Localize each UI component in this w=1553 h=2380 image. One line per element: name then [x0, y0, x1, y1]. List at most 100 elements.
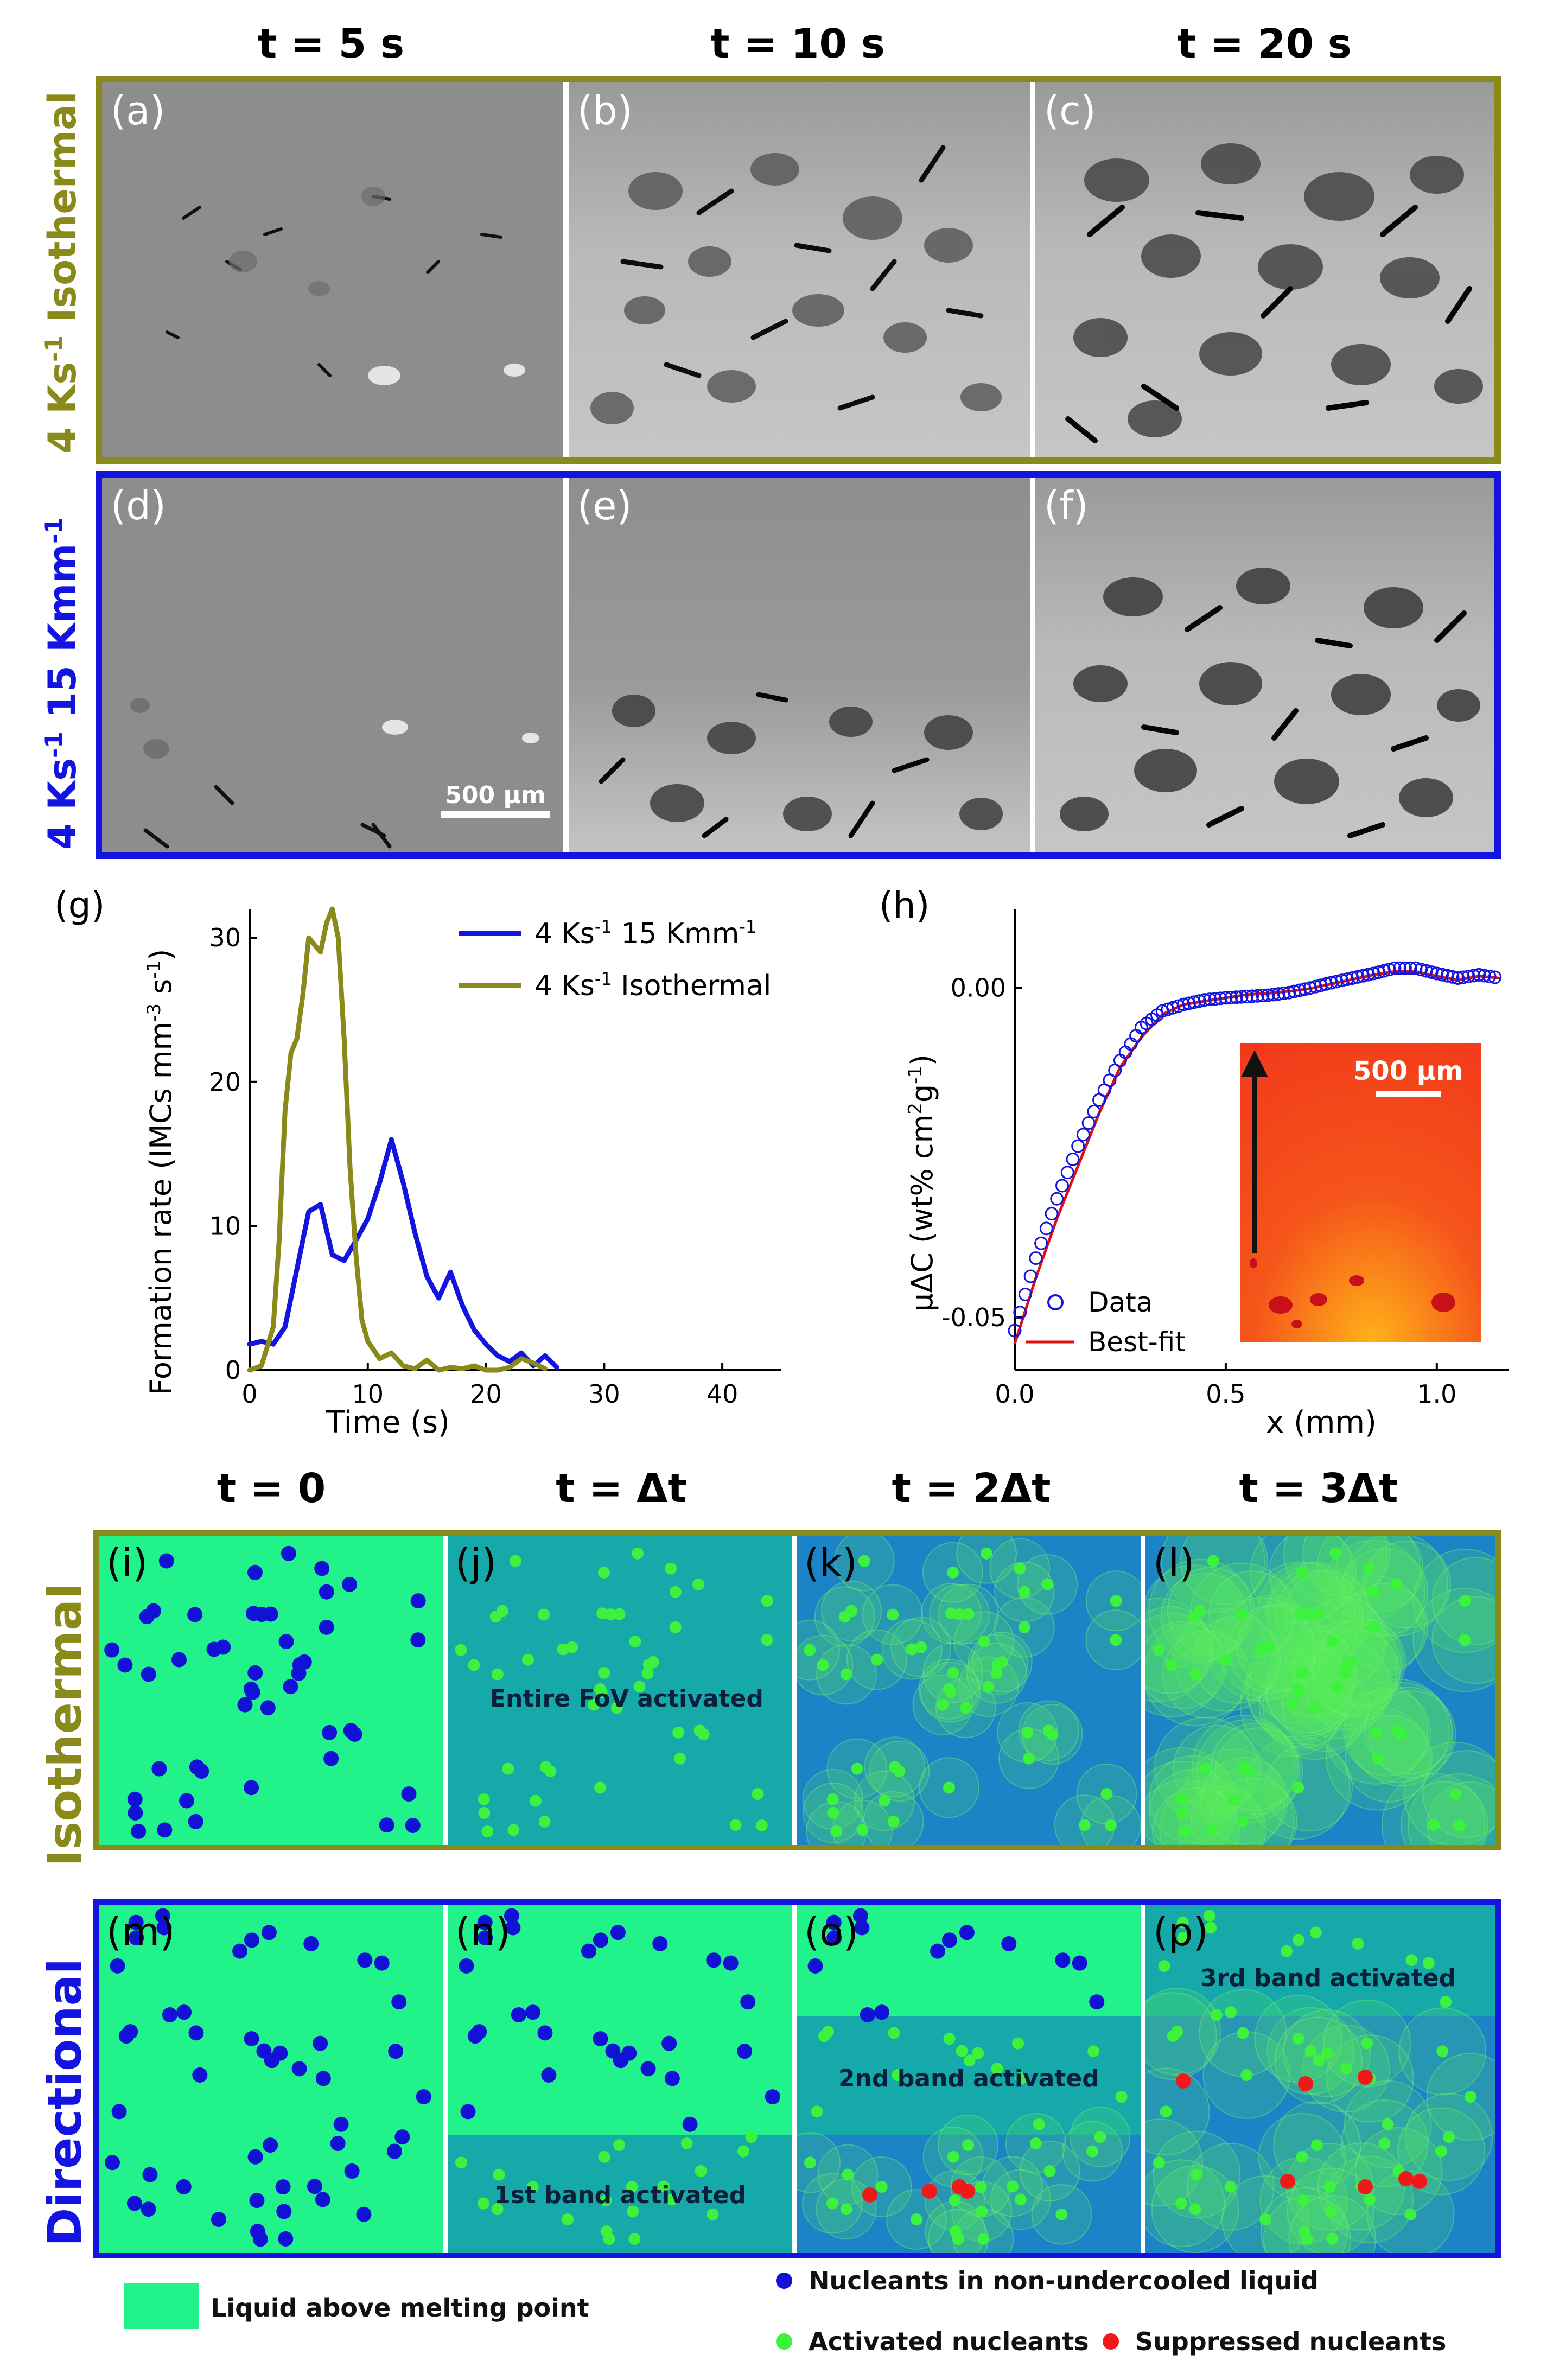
column-title-t20: t = 20 s: [1177, 21, 1352, 67]
annotation-band1: 1st band activated: [494, 2181, 747, 2209]
activated-nucleant: [976, 2205, 988, 2218]
chart-g-ylabel: Formation rate (IMCs mm-3 s-1): [143, 949, 178, 1396]
activated-nucleant: [1055, 2208, 1068, 2220]
particles-c: [1065, 143, 1483, 443]
chart-h-data-point: [1219, 991, 1233, 1005]
chart-h-data-point: [1224, 990, 1238, 1004]
activated-nucleant: [943, 2033, 956, 2045]
chart-h-legend-label-fit: Best-fit: [1088, 1326, 1186, 1358]
nucleant: [141, 1666, 156, 1682]
activated-nucleant: [594, 1781, 607, 1794]
nucleant: [156, 1920, 172, 1936]
activated-nucleant: [962, 2139, 975, 2152]
activated-nucleant: [538, 1815, 551, 1828]
nucleant: [593, 1932, 608, 1948]
nucleant: [313, 2035, 328, 2051]
activated-nucleant: [1427, 1819, 1440, 1831]
activated-nucleant: [478, 1806, 491, 1819]
activated-nucleant: [695, 2165, 707, 2178]
growth-halo: [1368, 1690, 1456, 1778]
nucleant: [706, 1952, 722, 1968]
nucleant: [145, 1603, 161, 1619]
activated-nucleant: [977, 2232, 990, 2245]
growth-halo: [1152, 1787, 1240, 1845]
nucleant: [537, 2025, 553, 2041]
chart-h-data-point: [1482, 969, 1497, 983]
activated-nucleant: [588, 1698, 600, 1711]
chart-g-xtick-label: 20: [470, 1379, 502, 1409]
activated-nucleant: [1345, 1656, 1357, 1668]
nucleant: [291, 1665, 307, 1681]
activated-nucleant: [493, 2168, 505, 2181]
activated-nucleant: [851, 1762, 863, 1775]
activated-nucleant: [963, 2054, 976, 2067]
chart-h-data-point: [1245, 989, 1259, 1003]
nucleant: [128, 1805, 143, 1821]
chart-h-data-point: [1229, 990, 1243, 1004]
legend-activated-dot: [776, 2333, 792, 2350]
activated-nucleant: [1325, 2205, 1337, 2218]
chart-h-ylabel: µΔC (wt% cm2g-1): [905, 1054, 939, 1312]
activated-nucleant: [613, 1608, 626, 1620]
nucleant: [1072, 1955, 1087, 1971]
chart-h-data-point: [1234, 990, 1249, 1004]
scale-bar-label-top: 500 µm: [445, 781, 546, 809]
activated-nucleant: [888, 1761, 901, 1773]
activated-nucleant: [529, 1794, 542, 1807]
growth-halo: [1178, 1786, 1266, 1845]
nucleant: [131, 1823, 147, 1839]
chart-h-data-point: [1013, 1306, 1027, 1320]
activated-nucleant: [1158, 1959, 1170, 1972]
activated-nucleant: [1340, 2063, 1352, 2075]
growth-halo: [1343, 1688, 1431, 1777]
nucleant: [410, 1632, 426, 1648]
activated-nucleant: [1304, 2045, 1317, 2057]
chart-h-data-point: [1087, 1104, 1101, 1118]
chart-g-xlabel: Time (s): [326, 1405, 450, 1440]
legend-suppressed-dot: [1103, 2333, 1119, 2350]
growth-halo: [1304, 1643, 1392, 1731]
suppressed-nucleant: [1358, 2070, 1373, 2085]
nucleant: [342, 1576, 358, 1592]
nucleant: [283, 1679, 298, 1695]
growth-halo: [1412, 1588, 1495, 1692]
nucleant: [142, 2167, 158, 2182]
chart-h-data-point: [1387, 961, 1402, 975]
activated-nucleant: [991, 2063, 1003, 2075]
activated-nucleant: [888, 2027, 900, 2039]
panel-label-i: (i): [106, 1540, 148, 1586]
activated-nucleant: [1311, 1608, 1323, 1620]
suppressed-nucleant: [960, 2184, 975, 2199]
activated-nucleant: [1390, 1578, 1403, 1590]
activated-nucleant: [878, 1794, 890, 1807]
nucleant: [737, 2044, 753, 2059]
nucleant: [192, 2067, 208, 2083]
activated-nucleant: [468, 1659, 480, 1671]
activated-nucleant: [842, 2168, 854, 2181]
activated-nucleant: [566, 1641, 578, 1653]
activated-nucleant: [1326, 2232, 1339, 2245]
activated-nucleant: [1018, 1621, 1030, 1633]
nucleant: [652, 1936, 668, 1951]
activated-nucleant: [1191, 2168, 1203, 2181]
activated-nucleant: [1296, 1666, 1308, 1679]
panel-label-k: (k): [804, 1540, 857, 1586]
growth-halo: [1312, 1629, 1401, 1717]
activated-nucleant: [604, 1608, 617, 1621]
activated-nucleant: [1237, 2027, 1249, 2039]
activated-nucleant: [1436, 2045, 1449, 2058]
activated-nucleant: [1422, 1957, 1435, 1969]
nucleant: [176, 2004, 192, 2020]
chart-h-data-point: [1472, 968, 1486, 982]
chart-h-data-point: [1351, 970, 1365, 984]
row-label-isothermal: 4 Ks-1 Isothermal: [40, 91, 85, 454]
activated-nucleant: [761, 1634, 773, 1646]
chart-h-data-point: [1203, 992, 1217, 1007]
chart-g-legend-label-0: 4 Ks-1 15 Kmm-1: [534, 917, 756, 950]
chart-h-data-point: [1287, 984, 1301, 998]
nucleant: [291, 2061, 307, 2077]
chart-g-ytick-label: 10: [209, 1211, 241, 1240]
activated-nucleant: [915, 1641, 927, 1653]
activated-nucleant: [693, 1724, 706, 1737]
particles-a: [166, 187, 525, 385]
